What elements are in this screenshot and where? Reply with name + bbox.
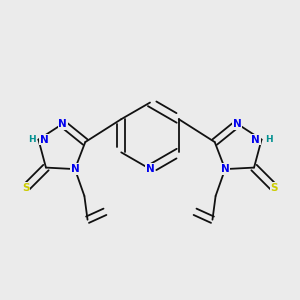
Text: S: S (270, 183, 278, 193)
Text: N: N (58, 119, 67, 129)
Text: N: N (221, 164, 230, 174)
Text: H: H (265, 135, 272, 144)
Text: H: H (28, 135, 35, 144)
Text: N: N (40, 135, 49, 145)
Text: S: S (22, 183, 30, 193)
Text: N: N (251, 135, 260, 145)
Text: N: N (233, 119, 242, 129)
Text: N: N (70, 164, 79, 174)
Text: N: N (146, 164, 154, 174)
